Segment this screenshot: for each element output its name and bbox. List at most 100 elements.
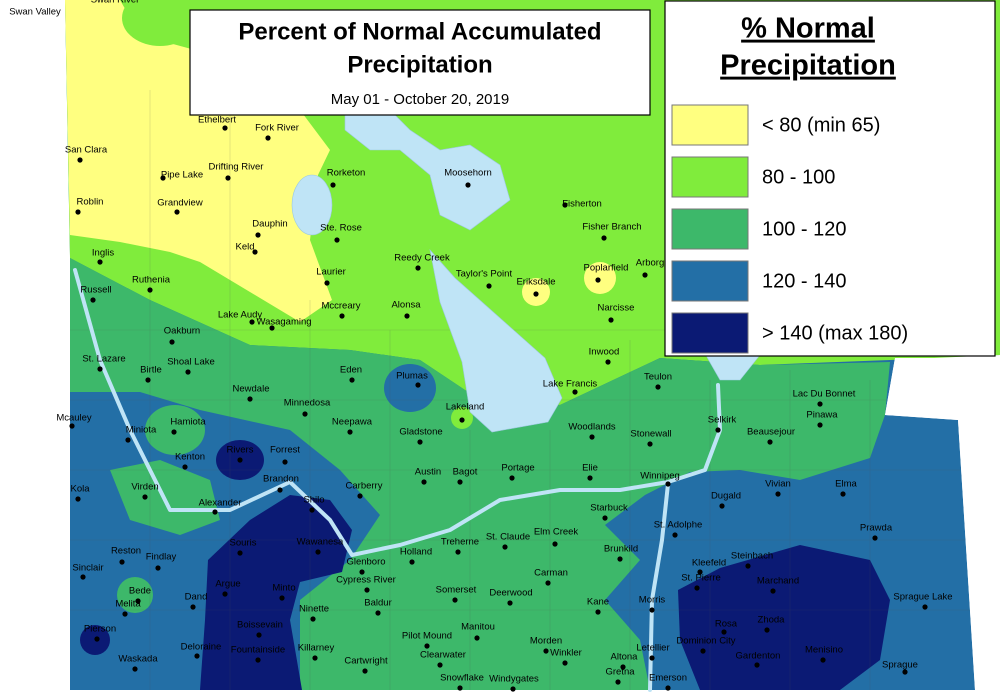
place-dot	[237, 457, 243, 463]
place-dot	[194, 653, 200, 659]
zone-80-100	[122, 0, 198, 46]
place-label: Starbuck	[590, 503, 628, 514]
place-dot	[649, 655, 655, 661]
zone-over-140	[200, 495, 352, 690]
place-dot	[608, 317, 614, 323]
place-dot	[595, 277, 601, 283]
legend-swatch	[671, 312, 749, 354]
place-dot	[80, 574, 86, 580]
place-label: Swan River	[91, 0, 140, 6]
place-dot	[820, 657, 826, 663]
title-line: Percent of Normal Accumulated	[238, 18, 601, 45]
legend: % Normal Precipitation < 80 (min 65) 80 -…	[664, 0, 996, 357]
place-label: Beausejour	[747, 427, 795, 438]
legend-swatch	[671, 104, 749, 146]
place-label: Dauphin	[252, 219, 287, 230]
place-label: Findlay	[146, 552, 177, 563]
place-dot	[315, 549, 321, 555]
place-dot	[142, 494, 148, 500]
place-dot	[122, 611, 128, 617]
legend-swatch	[671, 208, 749, 250]
place-dot	[721, 629, 727, 635]
place-label: Treherne	[441, 537, 479, 548]
place-label: Glenboro	[346, 557, 385, 568]
place-label: Selkirk	[708, 415, 737, 426]
place-dot	[404, 313, 410, 319]
place-dot	[330, 182, 336, 188]
place-label: Rosa	[715, 619, 738, 630]
place-label: Kleefeld	[692, 558, 726, 569]
place-label: Lac Du Bonnet	[793, 389, 856, 400]
lake-manitoba	[429, 248, 563, 433]
place-label: Grandview	[157, 198, 203, 209]
place-label: Virden	[131, 482, 158, 493]
place-label: Mcauley	[56, 413, 92, 424]
place-label: Elma	[835, 479, 857, 490]
place-label: Hamiota	[170, 417, 206, 428]
place-dot	[222, 125, 228, 131]
place-dot	[94, 636, 100, 642]
place-label: Zhoda	[758, 615, 786, 626]
place-dot	[375, 610, 381, 616]
place-dot	[362, 668, 368, 674]
place-label: St. Claude	[486, 532, 530, 543]
place-dot	[255, 657, 261, 663]
place-dot	[279, 595, 285, 601]
place-label: Cypress River	[336, 575, 396, 586]
place-dot	[185, 369, 191, 375]
place-label: Killarney	[298, 643, 335, 654]
place-dot	[302, 411, 308, 417]
place-dot	[417, 439, 423, 445]
place-dot	[665, 685, 671, 691]
place-label: Dugald	[711, 491, 741, 502]
place-label: Eden	[340, 365, 362, 376]
place-label: Pierson	[84, 624, 116, 635]
place-label: Prawda	[860, 523, 893, 534]
place-dot	[169, 339, 175, 345]
place-label: Oakburn	[164, 326, 200, 337]
place-dot	[269, 325, 275, 331]
place-label: Kenton	[175, 452, 205, 463]
place-dot	[474, 635, 480, 641]
place-label: Argue	[215, 579, 240, 590]
place-label: Sprague	[882, 660, 918, 671]
place-dot	[840, 491, 846, 497]
place-label: Waskada	[118, 654, 158, 665]
place-dot	[543, 648, 549, 654]
place-label: Snowflake	[440, 673, 484, 684]
place-dot	[190, 604, 196, 610]
place-dot	[255, 232, 261, 238]
place-label: St. Lazare	[82, 354, 125, 365]
place-label: Holland	[400, 547, 432, 558]
place-dot	[415, 265, 421, 271]
place-label: Austin	[415, 467, 441, 478]
place-label: Souris	[230, 538, 257, 549]
place-dot	[349, 377, 355, 383]
place-dot	[817, 422, 823, 428]
place-dot	[147, 287, 153, 293]
place-dot	[97, 259, 103, 265]
zone-over-140	[678, 545, 890, 690]
place-label: Gardenton	[736, 651, 781, 662]
place-label: Plumas	[396, 371, 428, 382]
place-dot	[182, 464, 188, 470]
place-dot	[409, 559, 415, 565]
place-label: Stonewall	[630, 429, 671, 440]
place-label: Cartwright	[344, 656, 388, 667]
place-dot	[171, 429, 177, 435]
place-dot	[135, 598, 141, 604]
zone-120-140	[384, 364, 436, 412]
place-label: Sprague Lake	[893, 592, 952, 603]
place-dot	[767, 439, 773, 445]
place-dot	[602, 515, 608, 521]
zone-100-120	[70, 258, 890, 690]
place-label: Pilot Mound	[402, 631, 452, 642]
red-river	[648, 482, 670, 692]
place-dot	[465, 182, 471, 188]
place-dot	[601, 235, 607, 241]
place-dot	[715, 427, 721, 433]
title-line: Precipitation	[347, 51, 492, 78]
legend-label: 120 - 140	[762, 270, 847, 292]
place-label: Sinclair	[72, 563, 103, 574]
place-label: Swan Valley	[9, 7, 61, 18]
